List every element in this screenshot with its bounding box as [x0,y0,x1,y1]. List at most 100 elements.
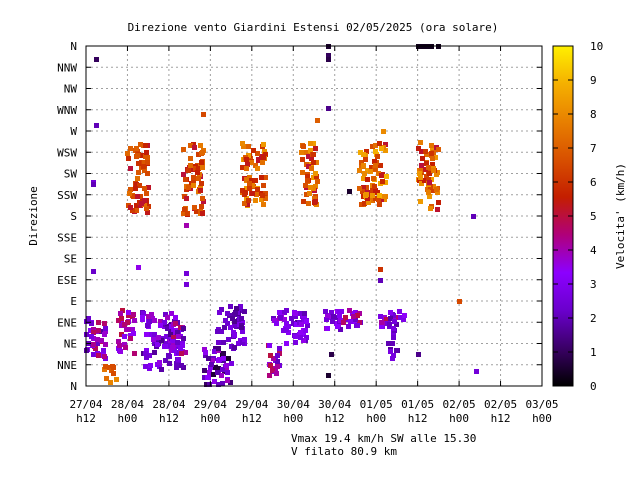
data-point [145,160,150,165]
data-point [99,329,104,334]
data-point [136,161,141,166]
data-point [430,162,435,167]
x-tick-date: 29/04 [194,398,227,411]
data-point [244,186,249,191]
data-point [219,329,224,334]
data-point [147,319,152,324]
data-point [383,148,388,153]
data-point [366,200,371,205]
data-point [365,177,370,182]
data-point [103,364,108,369]
data-point [364,185,369,190]
data-point [143,143,148,148]
data-point [106,365,111,370]
data-point [101,348,106,353]
data-point [135,149,140,154]
data-point [138,142,143,147]
data-point [212,379,217,384]
data-point [152,318,157,323]
data-point [378,314,383,319]
data-point [132,318,137,323]
data-point [364,149,369,154]
data-point [170,345,175,350]
data-point [254,192,259,197]
data-point [313,171,318,176]
data-point [311,141,316,146]
data-point [99,338,104,343]
y-tick-label: NW [64,83,78,96]
data-point [271,356,276,361]
data-point [89,321,94,326]
data-point [391,353,396,358]
data-point [216,346,221,351]
data-point [186,185,191,190]
colorbar-label: Velocita' (km/h) [614,163,627,269]
data-point [232,345,237,350]
data-point [128,333,133,338]
data-point [427,171,432,176]
data-point [240,329,245,334]
data-point [232,319,237,324]
data-point [357,186,362,191]
data-point [388,316,393,321]
data-point [230,316,235,321]
data-point [191,142,196,147]
data-point [397,309,402,314]
data-point [275,353,280,358]
data-point [304,335,309,340]
data-point [94,123,99,128]
data-point [134,208,139,213]
data-point [143,154,148,159]
data-point [178,347,183,352]
data-point [128,166,133,171]
data-point [108,380,113,385]
data-point [175,340,180,345]
data-point [192,145,197,150]
data-point [220,381,225,386]
data-point [347,189,352,194]
y-tick-label: S [70,210,77,223]
data-point [306,201,311,206]
data-point [370,193,375,198]
data-point [216,366,221,371]
x-tick-hour: h00 [532,412,552,425]
data-point [304,319,309,324]
data-point [198,143,203,148]
data-point [198,188,203,193]
x-tick-date: 01/05 [360,398,393,411]
data-point [157,364,162,369]
data-point [211,372,216,377]
data-point [233,310,238,315]
data-point [144,332,149,337]
data-point [358,150,363,155]
data-point [359,202,364,207]
data-point [169,348,174,353]
data-point [426,190,431,195]
data-point [313,146,318,151]
x-tick-date: 03/05 [525,398,558,411]
data-point [158,319,163,324]
data-point [365,196,370,201]
x-tick-hour: h00 [200,412,220,425]
data-point [242,192,247,197]
y-tick-label: E [70,295,77,308]
data-point [377,193,382,198]
data-point [196,152,201,157]
data-point [135,153,140,158]
data-point [240,320,245,325]
data-point [337,310,342,315]
data-point [293,334,298,339]
colorbar-tick-label: 2 [590,312,597,325]
data-point [144,348,149,353]
data-point [251,148,256,153]
data-point [359,160,364,165]
data-point [363,157,368,162]
data-point [419,163,424,168]
data-point [274,371,279,376]
data-point [301,144,306,149]
data-point [474,369,479,374]
data-point [298,311,303,316]
data-point [376,197,381,202]
data-point [435,170,440,175]
data-point [134,146,139,151]
